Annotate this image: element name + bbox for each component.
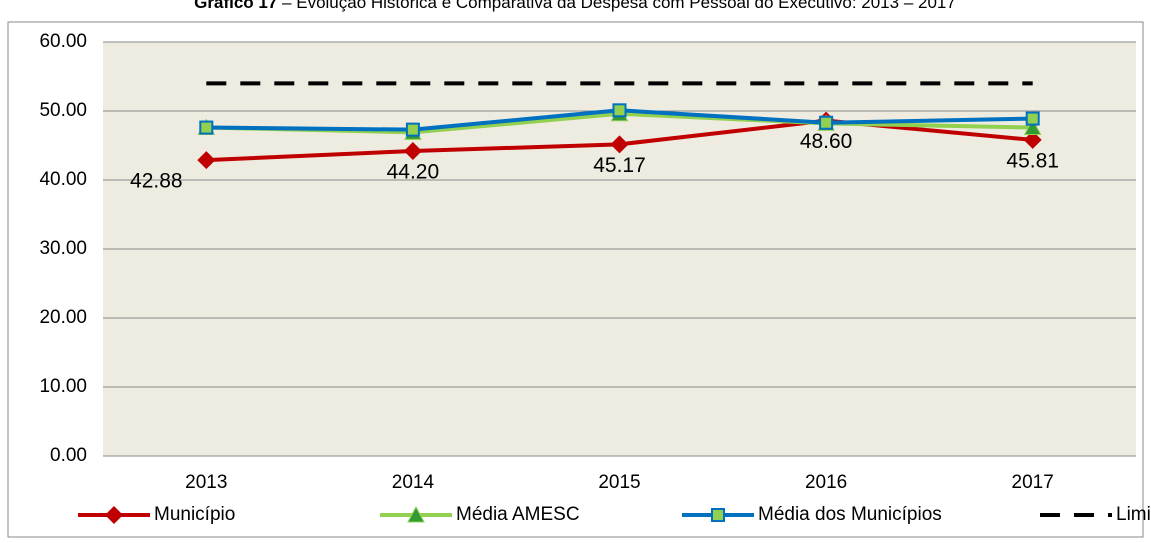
y-tick-label: 40.00 bbox=[39, 169, 87, 190]
x-tick-label: 2014 bbox=[392, 472, 435, 493]
y-tick-label: 50.00 bbox=[39, 100, 87, 121]
legend-label: Média AMESC bbox=[456, 504, 580, 525]
legend-marker bbox=[105, 506, 123, 524]
point bbox=[1023, 130, 1042, 149]
point bbox=[612, 103, 627, 118]
chart-title: Gráfico 17 – Evolução Histórica e Compar… bbox=[194, 0, 956, 12]
legend-marker bbox=[407, 505, 425, 523]
point bbox=[819, 115, 834, 130]
title-text: – Evolução Histórica e Comparativa da De… bbox=[282, 0, 956, 12]
title-prefix: Gráfico 17 bbox=[194, 0, 277, 12]
legend-marker bbox=[711, 508, 725, 522]
point bbox=[1023, 118, 1042, 136]
point bbox=[1025, 111, 1040, 126]
x-tick-label: 2017 bbox=[1012, 472, 1054, 493]
legend-label: Limite bbox=[1116, 504, 1151, 525]
y-tick-label: 20.00 bbox=[39, 307, 87, 328]
point bbox=[403, 142, 422, 161]
y-tick-label: 0.00 bbox=[50, 445, 87, 466]
data-label: 44.20 bbox=[387, 161, 440, 184]
data-label: 45.81 bbox=[1006, 149, 1059, 172]
data-label: 42.88 bbox=[130, 170, 183, 193]
x-tick-label: 2015 bbox=[598, 472, 640, 493]
legend-label: Município bbox=[154, 504, 235, 525]
y-tick-label: 30.00 bbox=[39, 238, 87, 259]
data-label: 45.17 bbox=[593, 154, 646, 177]
x-tick-label: 2013 bbox=[185, 472, 227, 493]
y-tick-label: 10.00 bbox=[39, 376, 87, 397]
point bbox=[405, 122, 420, 137]
legend-label: Média dos Municípios bbox=[758, 504, 942, 525]
point bbox=[197, 151, 216, 170]
point bbox=[199, 120, 214, 135]
x-tick-label: 2016 bbox=[805, 472, 847, 493]
y-tick-label: 60.00 bbox=[39, 31, 87, 52]
data-label: 48.60 bbox=[800, 130, 853, 153]
point bbox=[610, 135, 629, 154]
